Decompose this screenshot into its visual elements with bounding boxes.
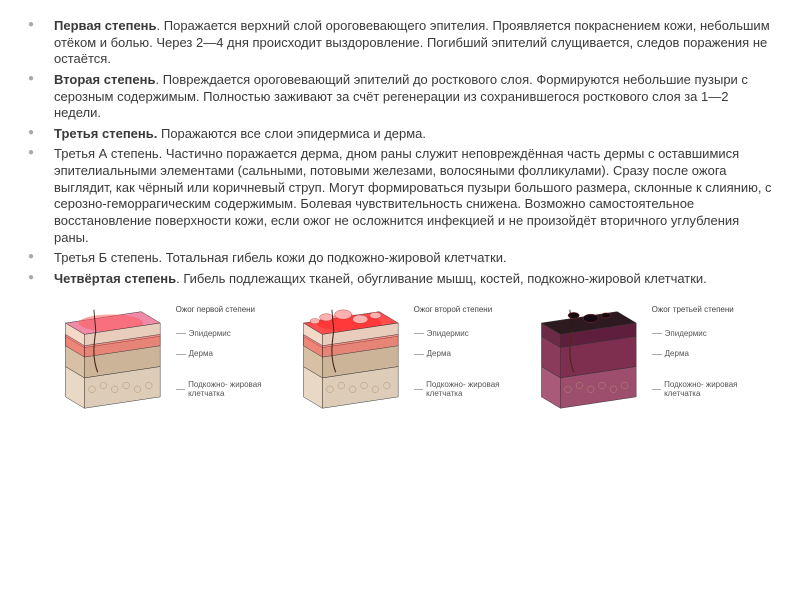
- layer-label: Подкожно- жировая клетчатка: [652, 381, 770, 399]
- list-item: Первая степень. Поражается верхний слой …: [54, 18, 772, 68]
- list-item: Вторая степень. Повреждается ороговевающ…: [54, 72, 772, 122]
- diagram-third-degree: Ожог третьей степени Эпидермис Дерма Под…: [532, 299, 770, 419]
- list-item: Третья Б степень. Тотальная гибель кожи …: [54, 250, 772, 267]
- skin-cube-1: [56, 299, 170, 419]
- layer-label: Дерма: [414, 350, 532, 359]
- skin-cube-2: [294, 299, 408, 419]
- lead: Вторая степень: [54, 72, 155, 87]
- skin-cube-svg: [56, 299, 170, 419]
- list-item: Третья степень. Поражаются все слои эпид…: [54, 126, 772, 143]
- cube-title: Ожог третьей степени: [652, 305, 770, 314]
- bullet-text: . Поражается верхний слой ороговевающего…: [54, 18, 770, 66]
- bullet-text: . Гибель подлежащих тканей, обугливание …: [176, 271, 707, 286]
- bullet-text: Третья А степень. Частично поражается де…: [54, 146, 772, 244]
- lead: Первая степень: [54, 18, 157, 33]
- skin-cube-svg: [294, 299, 408, 419]
- diagram-second-degree: Ожог второй степени Эпидермис Дерма Подк…: [294, 299, 532, 419]
- label-column: Ожог второй степени Эпидермис Дерма Подк…: [414, 299, 532, 398]
- layer-label: Эпидермис: [414, 330, 532, 339]
- lead: Третья степень.: [54, 126, 157, 141]
- label-column: Ожог первой степени Эпидермис Дерма Подк…: [176, 299, 294, 398]
- bullet-text: . Повреждается ороговевающий эпителий до…: [54, 72, 748, 120]
- list-item: Третья А степень. Частично поражается де…: [54, 146, 772, 246]
- layer-label: Дерма: [652, 350, 770, 359]
- layer-label: Эпидермис: [652, 330, 770, 339]
- diagram-first-degree: Ожог первой степени Эпидермис Дерма Подк…: [56, 299, 294, 419]
- list-item: Четвёртая степень. Гибель подлежащих тка…: [54, 271, 772, 288]
- cube-title: Ожог первой степени: [176, 305, 294, 314]
- layer-label: Эпидермис: [176, 330, 294, 339]
- bullet-text: Третья Б степень. Тотальная гибель кожи …: [54, 250, 507, 265]
- skin-cube-svg: [532, 299, 646, 419]
- layer-label: Дерма: [176, 350, 294, 359]
- burn-diagrams-row: Ожог первой степени Эпидермис Дерма Подк…: [54, 299, 772, 419]
- cube-title: Ожог второй степени: [414, 305, 532, 314]
- burn-degree-list: Первая степень. Поражается верхний слой …: [54, 18, 772, 287]
- bullet-text: Поражаются все слои эпидермиса и дерма.: [157, 126, 426, 141]
- label-column: Ожог третьей степени Эпидермис Дерма Под…: [652, 299, 770, 398]
- lead: Четвёртая степень: [54, 271, 176, 286]
- layer-label: Подкожно- жировая клетчатка: [176, 381, 294, 399]
- skin-cube-3: [532, 299, 646, 419]
- layer-label: Подкожно- жировая клетчатка: [414, 381, 532, 399]
